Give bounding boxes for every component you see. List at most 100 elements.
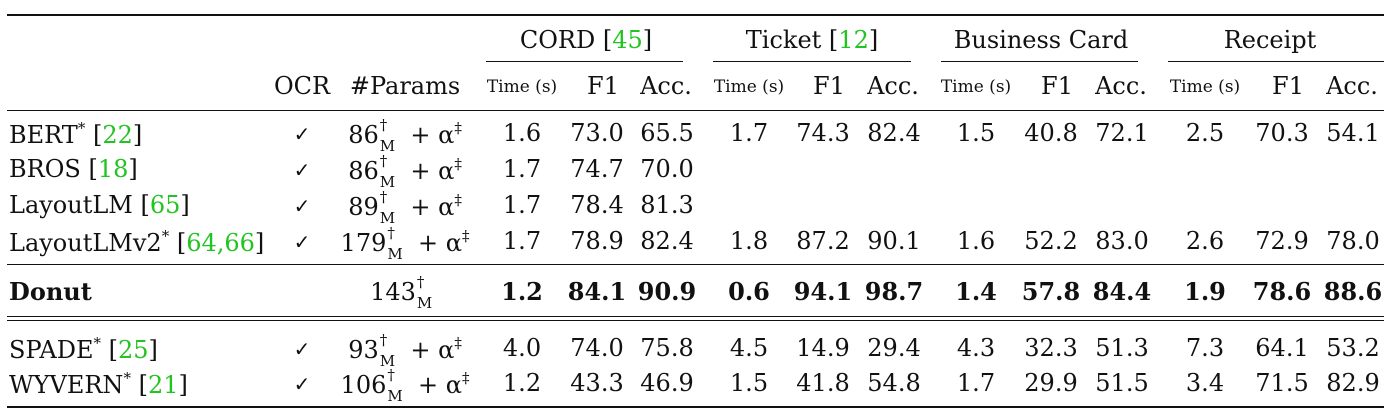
params-rest: + α: [402, 193, 455, 221]
citation-link[interactable]: 25: [117, 336, 149, 364]
subscript-m: M: [379, 173, 396, 191]
citation-link[interactable]: 65: [149, 191, 181, 219]
table-cell: 74.3: [796, 119, 850, 147]
table-cell: 98.7: [864, 277, 924, 306]
table-cell: 82.9: [1326, 369, 1380, 397]
citation-link[interactable]: 64,66: [186, 229, 255, 257]
ocr-check: ✓: [293, 158, 311, 182]
col-header-time: Time (s): [1169, 77, 1241, 97]
table-cell: 41.8: [796, 369, 850, 397]
col-header-acc: Acc.: [1326, 72, 1378, 100]
star-marker: *: [77, 119, 86, 137]
table-cell: 78.9: [570, 227, 624, 255]
table-cell: 84.4: [1092, 277, 1152, 306]
table-row-name: LayoutLM [65]: [9, 191, 190, 219]
col-header-time: Time (s): [940, 77, 1012, 97]
table-cell: 57.8: [1021, 277, 1081, 306]
params-cell: 86 † M + α‡: [348, 116, 462, 154]
bottom-rule: [7, 406, 1384, 408]
table-cell: 1.4: [955, 277, 997, 306]
table-cell: 81.3: [640, 191, 694, 219]
table-row-name: BERT* [22]: [9, 119, 143, 149]
subscript-m: M: [379, 352, 396, 370]
table-cell: 1.7: [729, 119, 769, 147]
model-name: LayoutLM: [9, 191, 133, 219]
params-scripts: † M: [386, 226, 410, 262]
model-name: Donut: [9, 277, 92, 306]
params-base: 143: [370, 278, 416, 306]
params-rest: + α: [402, 121, 455, 149]
citation-link[interactable]: 18: [97, 155, 129, 183]
table-cell: 82.4: [867, 119, 921, 147]
table-cell: 52.2: [1024, 227, 1078, 255]
dagger: †: [379, 152, 388, 170]
params-cell: 106 † M + α‡: [340, 368, 470, 404]
star-marker: *: [93, 334, 101, 352]
col-header-time: Time (s): [713, 77, 785, 97]
table-cell: 70.3: [1255, 119, 1309, 147]
table-row-name: WYVERN* [21]: [9, 369, 188, 399]
table-cell: 29.9: [1024, 369, 1078, 397]
params-base: 86: [348, 121, 379, 149]
table-cell: 1.5: [729, 369, 769, 397]
double-dagger: ‡: [454, 155, 462, 173]
params-base: 86: [348, 157, 379, 185]
dagger: †: [379, 116, 388, 134]
star-marker: *: [123, 369, 131, 387]
double-dagger: ‡: [461, 369, 470, 387]
table-cell: 32.3: [1024, 334, 1078, 362]
group-header-cord: CORD [45]: [519, 26, 653, 54]
group-header-receipt: Receipt: [1223, 26, 1317, 54]
table-cell: 54.8: [867, 369, 921, 397]
table-cell: 71.5: [1255, 369, 1309, 397]
table-row-name: SPADE* [25]: [9, 334, 158, 364]
col-header-params: #Params: [349, 72, 461, 100]
model-name: BERT: [9, 121, 78, 149]
table-cell: 1.6: [502, 119, 542, 147]
donut-top-rule: [7, 264, 1384, 265]
table-cell: 4.3: [956, 334, 996, 362]
table-row-name: LayoutLMv2* [64,66]: [9, 227, 265, 257]
params-rest: + α: [410, 371, 462, 399]
ocr-check: ✓: [293, 372, 311, 396]
star-marker: *: [161, 227, 170, 245]
table-cell: 1.5: [956, 119, 996, 147]
table-cell: 90.9: [637, 277, 697, 306]
donut-bottom-rule-2: [7, 320, 1384, 321]
table-cell: 53.2: [1326, 334, 1380, 362]
col-header-f1: F1: [1272, 72, 1304, 100]
params-cell: 86 † M + α‡: [348, 154, 462, 190]
table-cell: 70.0: [640, 155, 694, 183]
table-cell: 1.9: [1184, 277, 1226, 306]
donut-bottom-rule-1: [7, 316, 1384, 317]
params-rest: + α: [402, 157, 455, 185]
table-row-name: Donut: [9, 280, 92, 304]
table-cell: 83.0: [1095, 227, 1149, 255]
model-name: WYVERN: [9, 371, 124, 399]
params-cell: 89 † M + α‡: [348, 190, 462, 226]
model-name: BROS: [9, 155, 81, 183]
table-cell: 29.4: [867, 334, 921, 362]
table-cell: 78.4: [570, 191, 624, 219]
citation-link[interactable]: 45: [612, 26, 643, 54]
table-cell: 54.1: [1326, 119, 1380, 147]
params-rest: + α: [402, 336, 455, 364]
group-rule-business-card: [941, 61, 1138, 62]
subscript-m: M: [387, 245, 403, 263]
citation-link[interactable]: 12: [838, 26, 869, 54]
params-scripts: † M: [379, 190, 403, 226]
params-scripts: † M: [386, 368, 410, 404]
params-scripts: † M: [379, 154, 403, 190]
table-cell: 1.7: [502, 155, 542, 183]
citation-link[interactable]: 22: [102, 121, 133, 149]
table-cell: 40.8: [1024, 119, 1078, 147]
col-header-f1: F1: [1041, 72, 1073, 100]
params-scripts: † M: [416, 275, 440, 311]
double-dagger: ‡: [454, 334, 462, 352]
params-base: 106: [340, 371, 387, 399]
model-name: SPADE: [9, 336, 94, 364]
ocr-check: ✓: [293, 194, 311, 218]
table-cell: 46.9: [640, 369, 694, 397]
table-cell: 65.5: [640, 119, 694, 147]
citation-link[interactable]: 21: [147, 371, 179, 399]
